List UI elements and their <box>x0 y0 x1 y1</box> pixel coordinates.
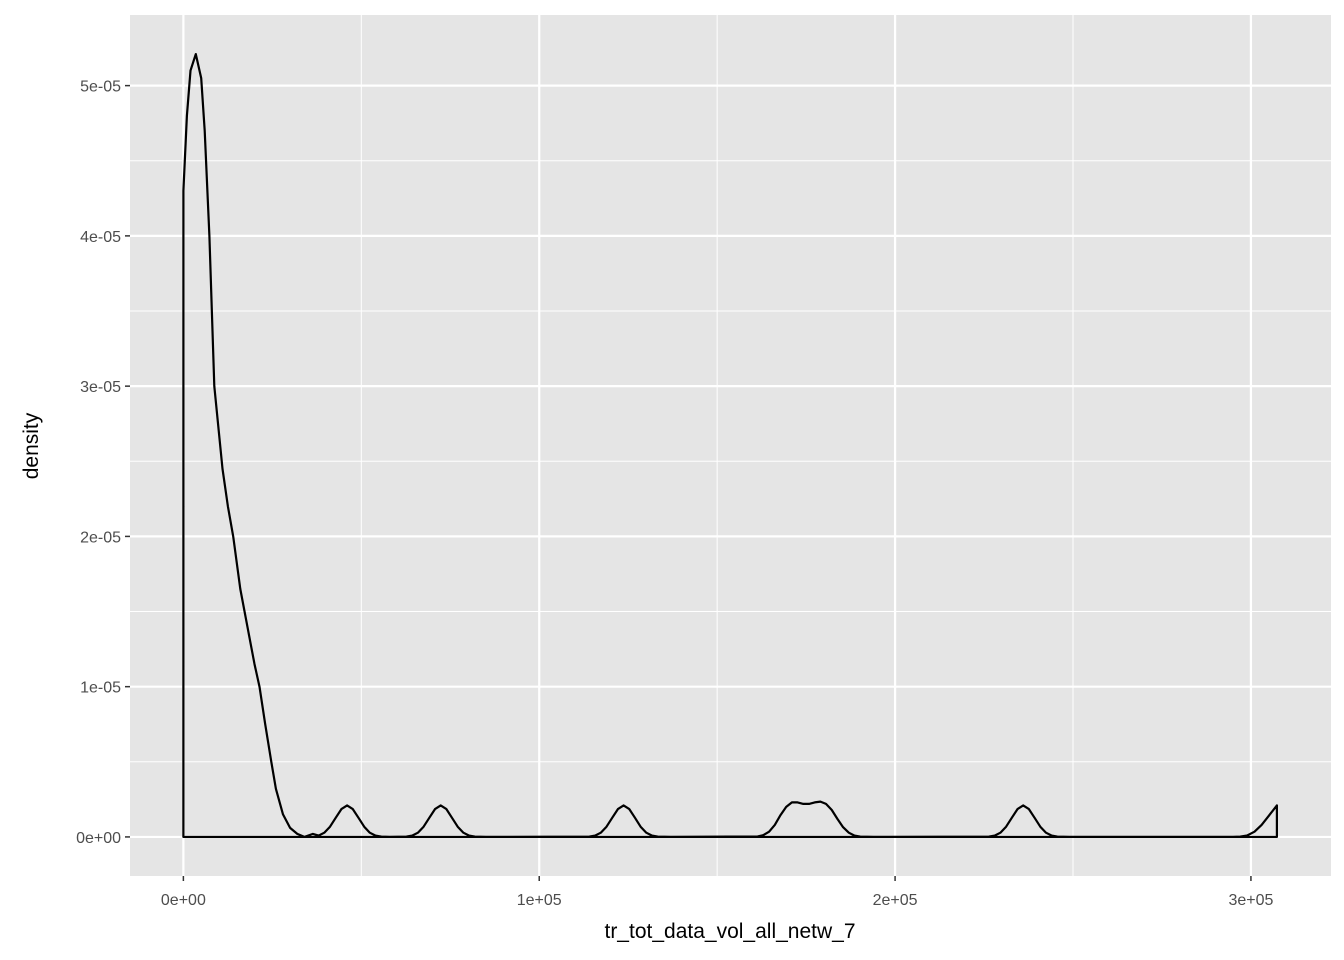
y-axis-title: density <box>20 412 43 479</box>
plot-panel <box>130 15 1331 876</box>
y-tick-label: 4e-05 <box>80 229 121 246</box>
y-tick-label: 0e+00 <box>76 830 121 847</box>
minor-gridlines <box>130 15 1331 876</box>
y-axis: 0e+00 1e-05 2e-05 3e-05 4e-05 5e-05 <box>76 79 130 847</box>
density-curve <box>182 53 1278 839</box>
x-tick-label: 1e+05 <box>517 892 562 909</box>
x-tick-label: 0e+00 <box>161 892 206 909</box>
x-axis-title: tr_tot_data_vol_all_netw_7 <box>604 920 855 943</box>
y-tick-label: 1e-05 <box>80 680 121 697</box>
x-axis: 0e+00 1e+05 2e+05 3e+05 <box>161 876 1274 909</box>
y-tick-label: 2e-05 <box>80 529 121 546</box>
x-tick-label: 3e+05 <box>1228 892 1273 909</box>
y-tick-label: 5e-05 <box>80 79 121 96</box>
y-tick-label: 3e-05 <box>80 379 121 396</box>
x-tick-label: 2e+05 <box>873 892 918 909</box>
